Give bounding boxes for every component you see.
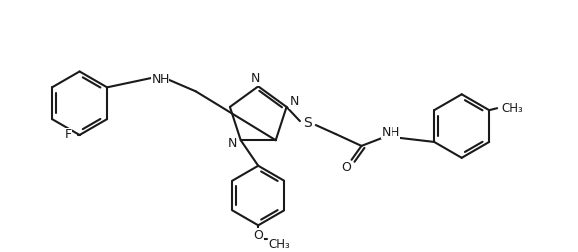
Text: F: F (65, 129, 72, 141)
Text: N: N (228, 137, 238, 150)
Text: S: S (303, 116, 312, 130)
Text: O: O (253, 229, 263, 242)
Text: N: N (290, 96, 299, 108)
Text: CH₃: CH₃ (501, 102, 523, 115)
Text: H: H (390, 125, 399, 139)
Text: H: H (160, 73, 169, 86)
Text: N: N (381, 125, 391, 139)
Text: N: N (251, 72, 260, 85)
Text: O: O (342, 161, 351, 174)
Text: CH₃: CH₃ (268, 238, 290, 251)
Text: N: N (151, 73, 161, 86)
